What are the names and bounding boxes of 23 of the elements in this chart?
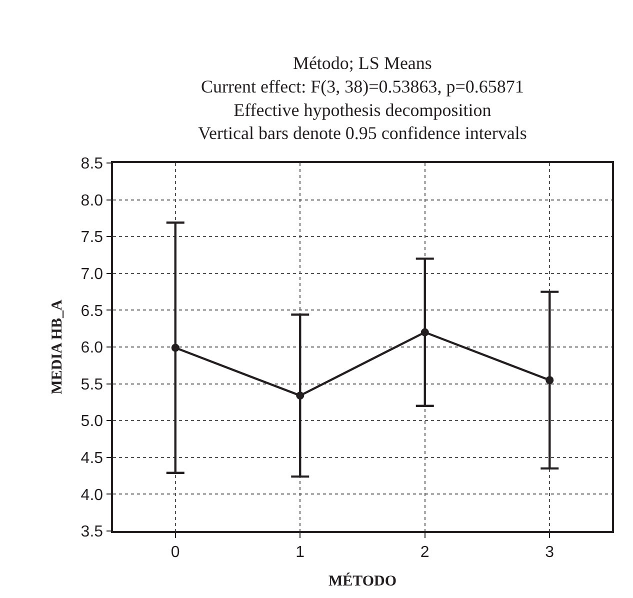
x-tick-label: 0 [170,544,180,561]
y-tick-label: 8.5 [80,156,104,173]
point [296,392,304,400]
chart-title: Método; LS Means [292,53,432,73]
point [546,376,554,384]
y-tick-label: 4.5 [80,450,104,467]
y-axis-title: MEDIA HB_A [50,300,66,394]
point [420,328,429,336]
y-tick-label: 3.5 [80,524,104,541]
y-tick-label: 5.0 [80,413,104,430]
y-tick-label: 5.5 [80,376,104,394]
x-tick-label: 2 [420,544,430,561]
x-tick-label: 1 [296,544,305,561]
x-tick-label: 3 [545,544,554,561]
y-tick-label: 6.5 [80,302,104,320]
y-tick-label: 6.0 [80,340,104,357]
chart-subtitle: Current effect: F(3, 38)=0.53863, p=0.65871 Effective hypothesis decomposition Vertical bars denote 0.95 confidence intervals [198,76,527,144]
y-tick-label: 7.5 [80,229,104,246]
point [171,344,180,352]
y-tick-label: 7.0 [80,266,104,283]
y-tick-label: 8.0 [80,192,104,210]
x-axis-title: MÉTODO [328,572,397,590]
y-tick-label: 4.0 [80,486,104,504]
